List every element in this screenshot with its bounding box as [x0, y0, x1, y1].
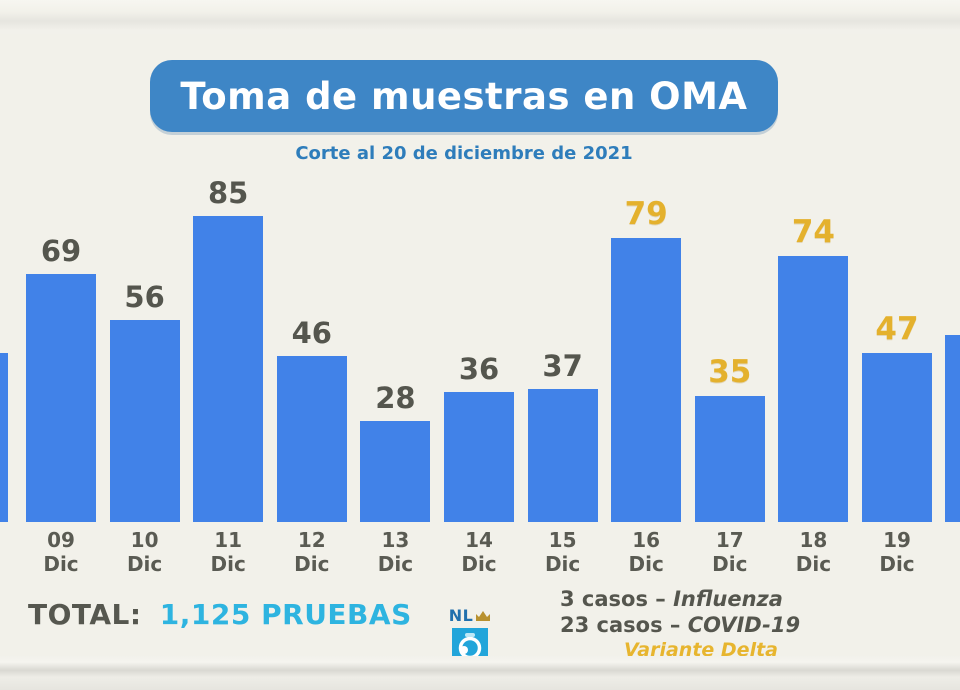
- bar-value-label: 85: [208, 176, 249, 210]
- nl-logo-text: NL: [448, 606, 474, 625]
- x-tick-09-dic: 09 Dic: [43, 528, 79, 576]
- bar-19-dic: [862, 353, 932, 522]
- bar-16-dic: [611, 238, 682, 522]
- influenza-label: Influenza: [673, 587, 783, 611]
- nl-logo-wordmark: NL: [440, 608, 500, 626]
- x-tick-15-dic: 15 Dic: [544, 528, 581, 576]
- x-tick-19-dic: 19 Dic: [879, 528, 915, 576]
- bar-value-label: 47: [875, 311, 919, 347]
- bar-18-dic: [778, 256, 849, 522]
- variant-note: Variante Delta: [624, 639, 778, 661]
- covid-label: COVID-19: [687, 613, 801, 637]
- bar-value-label: 74: [791, 214, 835, 250]
- x-axis-labels: 09 Dic 10 Dic 11 Dic 12 Dic 13 Dic 14 Dic 15 Dic 16 Dic…: [0, 528, 960, 588]
- bar-value-label: 56: [124, 280, 165, 314]
- bar-10-dic: [109, 320, 180, 522]
- x-tick-16-dic: 16 Dic: [628, 528, 664, 576]
- bottom-edge-band: [0, 656, 960, 690]
- page-title: Toma de muestras en OMA: [180, 74, 748, 118]
- bar-value-label: 37: [542, 349, 583, 383]
- bar-12-dic: [276, 356, 347, 522]
- bar-13-dic: [360, 421, 431, 522]
- influenza-cases-line: 3 casos – Influenza: [560, 586, 783, 612]
- x-tick-11-dic: 11 Dic: [210, 528, 246, 576]
- title-banner: Toma de muestras en OMA: [150, 60, 778, 132]
- covid-cases-line: 23 casos – COVID-19: [560, 612, 800, 638]
- bar-14-dic: [444, 392, 514, 522]
- subtitle: Corte al 20 de diciembre de 2021: [295, 143, 633, 164]
- x-tick-10-dic: 10 Dic: [126, 528, 163, 576]
- bar-value-label: 35: [708, 354, 752, 390]
- bar-17-dic: [694, 396, 765, 522]
- bar-11-dic: [193, 216, 264, 522]
- x-tick-14-dic: 14 Dic: [461, 528, 497, 576]
- bar-edge-left: [0, 353, 8, 522]
- bar-value-label: 46: [291, 316, 332, 350]
- crown-icon: [476, 611, 491, 621]
- top-edge-band: [0, 0, 960, 34]
- total-label: TOTAL:: [28, 598, 142, 631]
- bar-edge-right: [945, 335, 960, 522]
- bar-15-dic: [527, 389, 598, 522]
- influenza-cases-count: 3 casos –: [560, 587, 666, 611]
- cases-summary: 3 casos – Influenza 23 casos – COVID-19 …: [560, 586, 800, 661]
- bar-value-label: 69: [40, 234, 82, 268]
- covid-cases-count: 23 casos –: [560, 613, 681, 637]
- total-value: 1,125 PRUEBAS: [159, 598, 412, 631]
- bar-09-dic: [26, 274, 96, 522]
- bar-value-label: 28: [375, 381, 416, 415]
- total-line: TOTAL: 1,125 PRUEBAS: [28, 598, 412, 631]
- x-tick-12-dic: 12 Dic: [294, 528, 330, 576]
- x-tick-13-dic: 13 Dic: [377, 528, 414, 576]
- bar-chart: 69 56 85 46 28 36 37 79 35 74 47: [0, 176, 960, 522]
- x-tick-18-dic: 18 Dic: [795, 528, 832, 576]
- bar-value-label: 36: [458, 352, 500, 386]
- bar-value-label: 79: [624, 196, 668, 232]
- x-tick-17-dic: 17 Dic: [712, 528, 748, 576]
